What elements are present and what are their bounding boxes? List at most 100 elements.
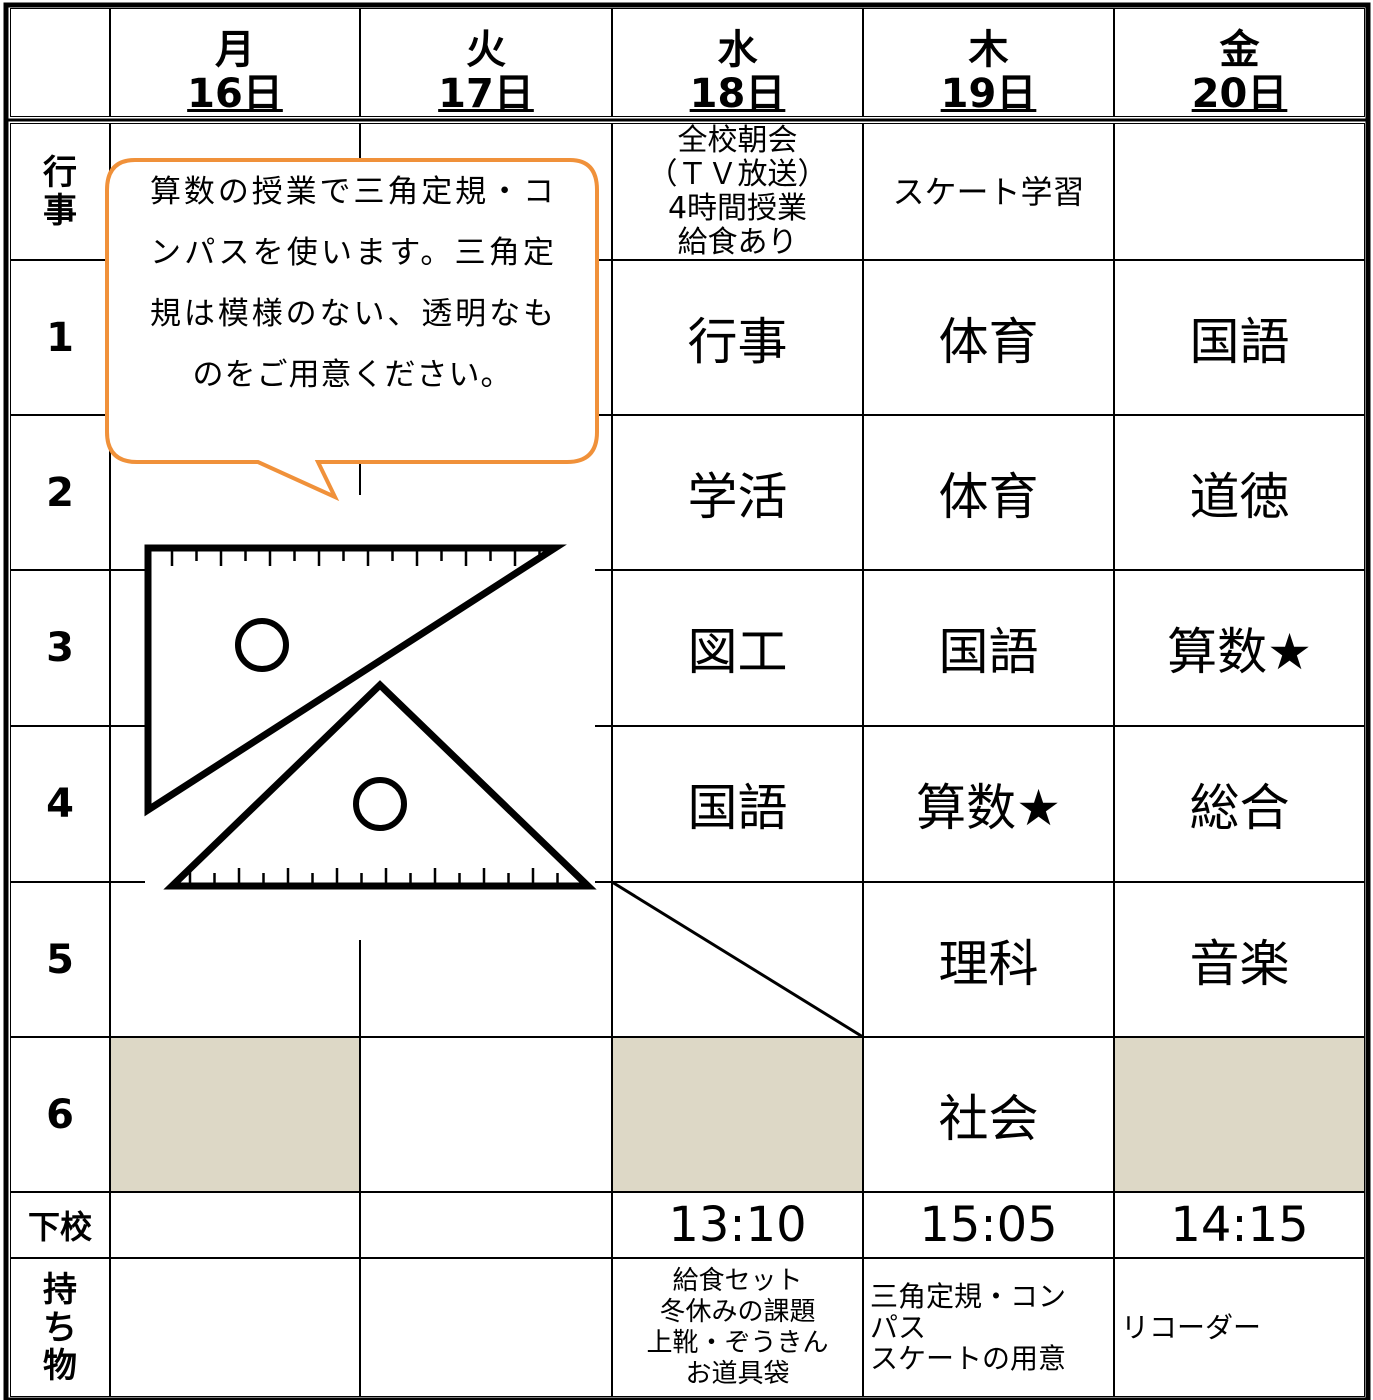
- cell: 国語: [863, 570, 1114, 726]
- row-label: 6: [10, 1037, 110, 1192]
- cell: 理科: [863, 882, 1114, 1037]
- row-label-text: 1: [46, 314, 74, 361]
- date: 17日: [438, 71, 534, 117]
- row-label: 下校: [10, 1192, 110, 1258]
- row-label-text: 下校: [27, 1208, 92, 1246]
- cell-text: リコーダー: [1121, 1311, 1262, 1344]
- cell-text: 4時間授業: [667, 190, 808, 226]
- row-label: 3: [10, 570, 110, 726]
- cell: [1114, 1037, 1365, 1192]
- row-label-text: 4: [46, 781, 74, 827]
- cell: [360, 1258, 612, 1397]
- cell-text: 行事: [687, 312, 788, 371]
- weekday: 金: [1219, 27, 1260, 73]
- cell-text: 音楽: [1189, 934, 1290, 993]
- date: 19日: [940, 71, 1037, 117]
- cell: 行事: [612, 260, 863, 415]
- cell: 社会: [863, 1037, 1114, 1192]
- cell-text: 14:15: [1170, 1197, 1309, 1253]
- weekday: 木: [968, 27, 1009, 73]
- cell: 体育: [863, 260, 1114, 415]
- cell-text: パス: [870, 1311, 927, 1344]
- cell: 学活: [612, 415, 863, 570]
- date: 18日: [689, 71, 786, 117]
- weekday: 水: [717, 27, 758, 73]
- day-header: 木 19日: [863, 8, 1114, 117]
- day-header: 水 18日: [612, 8, 863, 117]
- cell: 国語: [1114, 260, 1365, 415]
- row-label: 5: [10, 882, 110, 1037]
- cell: 算数★: [863, 726, 1114, 882]
- cell: 14:15: [1114, 1192, 1365, 1258]
- cell-text: スケート学習: [892, 172, 1085, 211]
- cell: リコーダー: [1114, 1258, 1365, 1397]
- cell-text: 給食あり: [677, 224, 798, 260]
- row-label-text: 6: [46, 1091, 74, 1138]
- cell-text: 13:10: [668, 1197, 807, 1253]
- cell-text: 体育: [938, 312, 1039, 371]
- cell: 給食セット 冬休みの課題 上靴・ぞうきん お道具袋: [612, 1258, 863, 1397]
- cell-text: スケートの用意: [870, 1342, 1067, 1375]
- cell-text: 道徳: [1189, 467, 1290, 526]
- row-label: 1: [10, 260, 110, 415]
- cell-text: 算数★: [1167, 623, 1312, 681]
- cell: 国語: [612, 726, 863, 882]
- cell: [110, 1258, 360, 1397]
- cell: [360, 1192, 612, 1258]
- day-header: 火 17日: [360, 8, 612, 117]
- outer-border: [3, 2, 1371, 1400]
- cell: 全校朝会 （ＴＶ放送） 4時間授業 給食あり: [612, 123, 863, 260]
- cell: 図工: [612, 570, 863, 726]
- cell: 15:05: [863, 1192, 1114, 1258]
- cell-text: 全校朝会: [677, 122, 798, 158]
- cell: 道徳: [1114, 415, 1365, 570]
- cell-text: 社会: [938, 1089, 1039, 1148]
- weekday: 月: [215, 27, 255, 73]
- row-label: 行事: [10, 123, 110, 260]
- cell: 総合: [1114, 726, 1365, 882]
- row-label: 4: [10, 726, 110, 882]
- cell: スケート学習: [863, 123, 1114, 260]
- cell: [360, 1037, 612, 1192]
- row-label-text: 5: [46, 936, 74, 983]
- cell-text: 15:05: [919, 1197, 1058, 1253]
- date: 16日: [187, 71, 283, 117]
- cell: [1114, 123, 1365, 260]
- cell-text: 上靴・ぞうきん: [646, 1327, 829, 1358]
- cell: [612, 882, 863, 1037]
- row-label-text: 3: [46, 625, 74, 671]
- row-label-text: 2: [46, 469, 74, 516]
- callout-bubble: [105, 158, 599, 502]
- date: 20日: [1191, 71, 1288, 117]
- cell: 算数★: [1114, 570, 1365, 726]
- cell: 三角定規・コン パス スケートの用意: [863, 1258, 1114, 1397]
- day-header: 金 20日: [1114, 8, 1365, 117]
- cell-text: 国語: [687, 779, 788, 837]
- triangle-rulers: [144, 544, 597, 890]
- cell-text: 国語: [1189, 312, 1290, 371]
- row-label: 2: [10, 415, 110, 570]
- callout-text: 算数の授業で三角定規・コンパスを使います。三角定規は模様のない、透明なものをご用…: [150, 174, 555, 393]
- cell-text: （ＴＶ放送）: [647, 156, 828, 192]
- corner-cell: [10, 8, 110, 117]
- cell-text: 図工: [687, 623, 788, 681]
- cell: 体育: [863, 415, 1114, 570]
- cell-text: 算数★: [916, 779, 1061, 837]
- weekday: 火: [466, 27, 506, 73]
- cell: 音楽: [1114, 882, 1365, 1037]
- cell-text: 学活: [687, 467, 788, 526]
- cell-text: 理科: [938, 934, 1039, 993]
- cell: 13:10: [612, 1192, 863, 1258]
- cell: [110, 1192, 360, 1258]
- cell: [110, 1037, 360, 1192]
- cell-text: 体育: [938, 467, 1039, 526]
- row-label-text: 持ち物: [42, 1269, 77, 1386]
- cell-text: 冬休みの課題: [659, 1296, 816, 1327]
- cell: [612, 1037, 863, 1192]
- row-label-text: 行事: [42, 152, 77, 231]
- cell-text: 給食セット: [672, 1265, 803, 1296]
- slash: [611, 880, 864, 1039]
- cell-text: 三角定規・コン: [870, 1280, 1067, 1313]
